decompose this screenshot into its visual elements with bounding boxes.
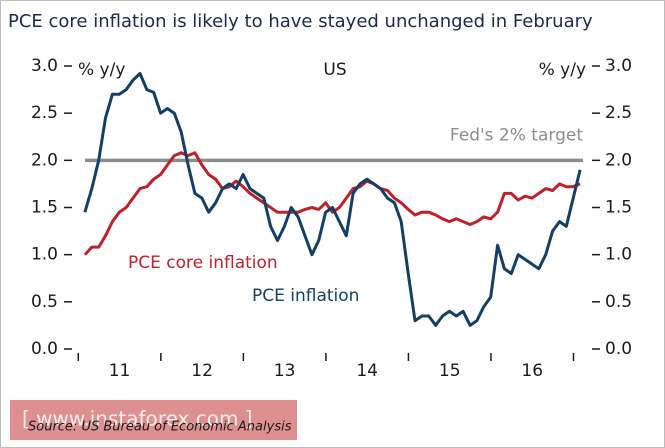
y-tick-label: 2.5 (31, 103, 58, 123)
y2-tick-label: 2.5 (605, 103, 632, 123)
x-tick-label: 15 (439, 361, 461, 381)
x-tick-label: 11 (109, 361, 131, 381)
source: Source: US Bureau of Economic Analysis (28, 420, 292, 435)
watermark: [ www.instaforex.com ] (22, 407, 253, 431)
y-tick-label: 1.0 (31, 245, 58, 265)
y2-tick-label: 3.0 (605, 56, 632, 76)
chart-title: PCE core inflation is likely to have sta… (8, 11, 593, 32)
x-tick-label: 14 (356, 361, 378, 381)
series-line (83, 72, 582, 327)
y2-axis-label: % y/y (539, 60, 586, 80)
x-tick-label: 16 (521, 361, 543, 381)
target-label: Fed's 2% target (450, 125, 583, 145)
y2-tick-label: 0.0 (605, 339, 632, 359)
series-line (83, 151, 581, 256)
y-axis-label: % y/y (78, 60, 125, 80)
y2-tick-label: 2.0 (605, 150, 632, 170)
y-tick-label: 2.0 (31, 150, 58, 170)
x-tick-label: 12 (191, 361, 213, 381)
watermark-box (10, 400, 297, 440)
subtitle: US (323, 60, 346, 80)
x-tick-label: 13 (274, 361, 296, 381)
y-tick-label: 0.5 (31, 292, 58, 312)
y2-tick-label: 0.5 (605, 292, 632, 312)
y2-tick-label: 1.0 (605, 245, 632, 265)
y-tick-label: 0.0 (31, 339, 58, 359)
series-label: PCE core inflation (128, 253, 278, 273)
y-tick-label: 1.5 (31, 198, 58, 218)
y2-tick-label: 1.5 (605, 198, 632, 218)
y-tick-label: 3.0 (31, 56, 58, 76)
series-label: PCE inflation (252, 286, 359, 306)
